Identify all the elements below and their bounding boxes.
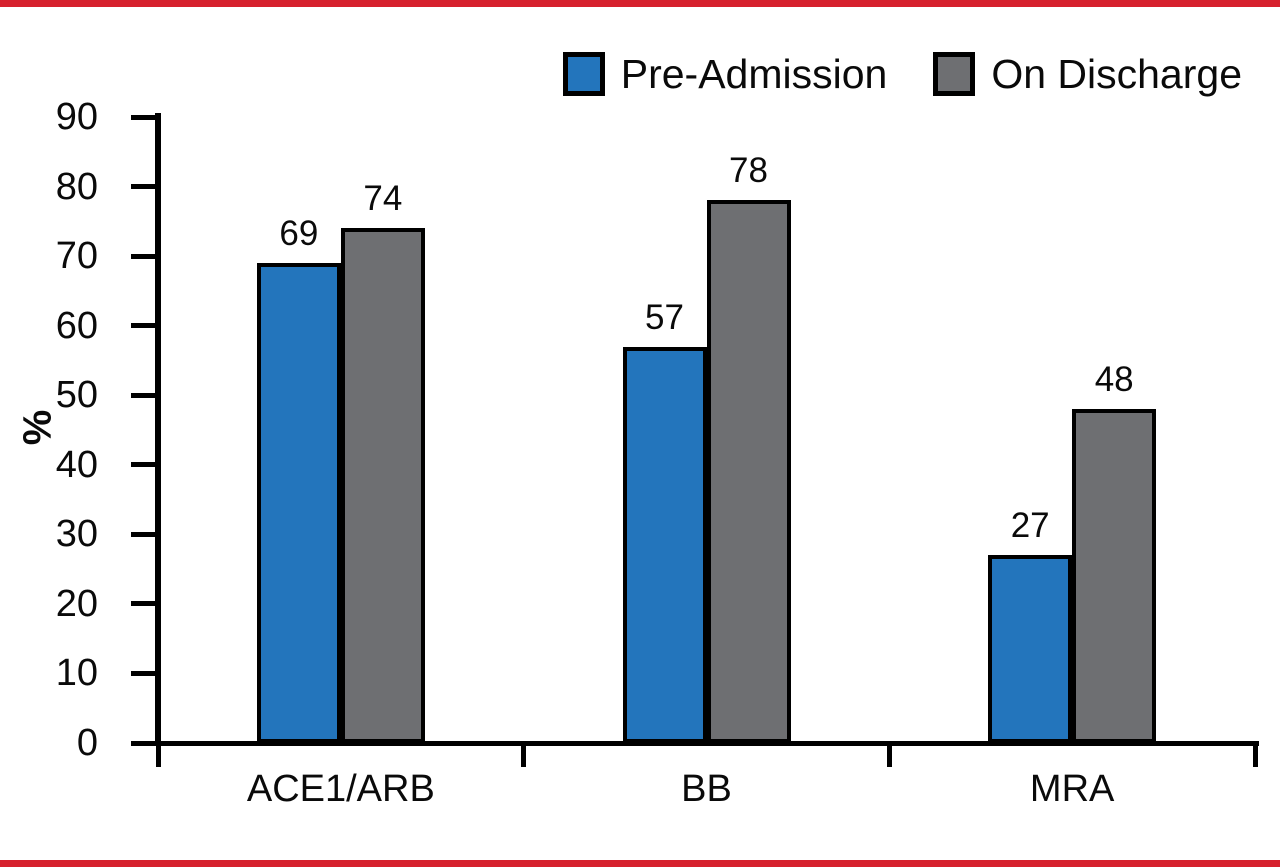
y-axis-tick — [131, 462, 158, 468]
y-axis-tick — [131, 531, 158, 537]
bar-on-discharge — [1072, 409, 1157, 743]
x-axis-tick — [886, 744, 892, 767]
x-axis-tick — [155, 744, 161, 767]
y-tick-label: 10 — [55, 652, 98, 695]
x-category-label: MRA — [1029, 768, 1115, 810]
top-red-border — [0, 0, 1280, 7]
y-axis-line — [155, 113, 161, 746]
bar-value-label: 48 — [1094, 360, 1134, 400]
bar-value-label: 27 — [1010, 506, 1050, 546]
y-tick-label: 90 — [55, 96, 98, 138]
x-axis-tick — [1252, 744, 1258, 767]
bar-value-label: 69 — [279, 214, 319, 254]
y-tick-label: 70 — [55, 235, 98, 278]
y-tick-label: 50 — [55, 374, 98, 417]
legend-swatch-icon — [562, 52, 605, 96]
y-axis-tick — [131, 253, 158, 259]
bar-pre-admission — [988, 555, 1073, 743]
y-tick-label: 0 — [76, 722, 98, 764]
bar-value-label: 78 — [729, 151, 768, 191]
legend-label: On Discharge — [991, 51, 1242, 97]
bar-value-label: 57 — [645, 297, 684, 337]
y-tick-label: 20 — [55, 582, 98, 625]
y-axis-tick — [131, 670, 158, 676]
legend-label: Pre-Admission — [620, 51, 888, 97]
bottom-red-border — [0, 860, 1280, 867]
bar-on-discharge — [340, 228, 425, 743]
x-category-label: BB — [681, 768, 732, 810]
x-axis-tick — [521, 744, 527, 767]
y-tick-label: 80 — [55, 165, 98, 208]
y-tick-label: 60 — [55, 304, 98, 347]
y-tick-label: 30 — [55, 513, 98, 556]
y-axis-tick — [131, 114, 158, 120]
chart-legend: Pre-Admission On Discharge — [562, 51, 1242, 97]
legend-item: Pre-Admission — [562, 51, 888, 97]
x-axis-line — [155, 741, 1259, 746]
y-axis-tick — [131, 184, 158, 190]
bar-pre-admission — [256, 263, 341, 743]
legend-swatch-icon — [933, 52, 976, 96]
y-axis-tick — [131, 323, 158, 329]
y-axis-tick — [131, 601, 158, 607]
legend-item: On Discharge — [933, 52, 1242, 96]
bar-value-label: 74 — [363, 179, 403, 219]
y-axis-tick — [131, 392, 158, 398]
y-tick-label: 40 — [55, 443, 98, 486]
bar-on-discharge — [706, 200, 791, 743]
bar-pre-admission — [622, 346, 707, 743]
x-category-label: ACE1/ARB — [246, 768, 435, 810]
y-axis-tick — [131, 740, 158, 746]
